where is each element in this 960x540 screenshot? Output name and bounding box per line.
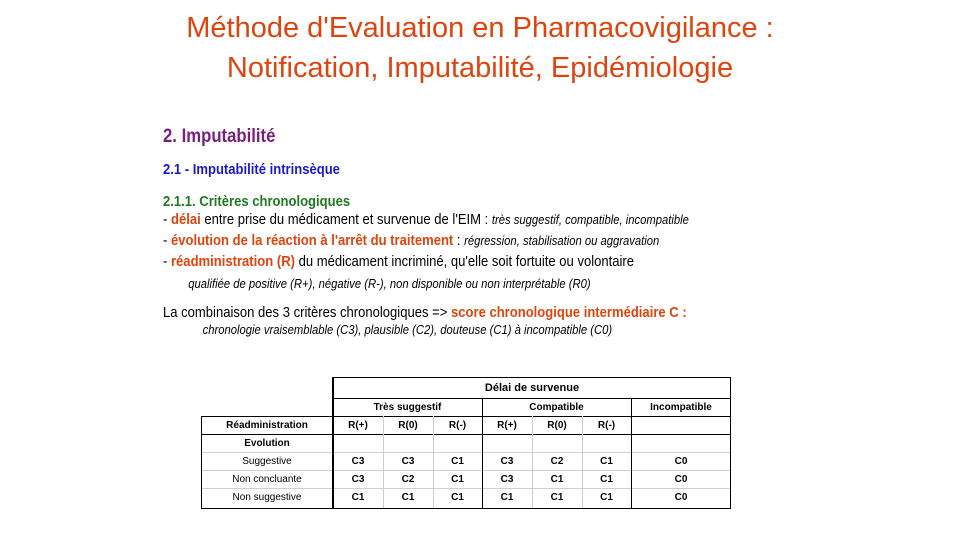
table-label-evolution: Evolution [244, 437, 290, 449]
title-line-2: Notification, Imputabilité, Epidémiologi… [226, 52, 734, 84]
table-cell-score: C3 [500, 455, 514, 467]
table-cell-score: C1 [451, 473, 464, 485]
table-cell-score: C2 [401, 473, 415, 485]
table-row-label: Non suggestive [232, 491, 302, 503]
bullet-delai-key: délai [170, 212, 201, 228]
section-heading: 2. Imputabilité [163, 126, 276, 147]
title-line-1: Méthode d'Evaluation en Pharmacovigilanc… [186, 12, 774, 44]
table-cell-score: C3 [351, 455, 365, 467]
table-cell-score: C3 [500, 473, 514, 485]
chronology-table: Délai de survenue Très suggestif Compati… [201, 377, 731, 509]
bullet-evolution: - évolution de la réaction à l'arrêt du … [163, 233, 660, 249]
table-r-header: R(-) [448, 419, 467, 431]
table-cell-score: C0 [674, 491, 688, 503]
table-cell-score: C1 [451, 491, 464, 503]
table-cell-score: C1 [451, 455, 464, 467]
table-r-header: R(-) [597, 419, 616, 431]
table-cell-score: C0 [674, 455, 688, 467]
table-group-compatible: Compatible [529, 401, 584, 413]
table-r-header: R(0) [547, 419, 567, 431]
table-cell-score: C1 [600, 473, 613, 485]
subsubsection-heading: 2.1.1. Critères chronologiques [163, 194, 351, 210]
bullet-delai: - délai entre prise du médicament et sur… [163, 212, 689, 228]
table-cell-score: C1 [401, 491, 415, 503]
table-label-readministration: Réadministration [226, 419, 308, 431]
table-r-header: R(+) [497, 419, 517, 431]
table-row-label: Suggestive [242, 455, 292, 467]
table-cell-score: C0 [674, 473, 688, 485]
table-header-delai: Délai de survenue [484, 381, 580, 394]
combo-key: score chronologique intermédiaire C : [451, 305, 687, 321]
combo-qualifier: chronologie vraisemblable (C3), plausibl… [202, 323, 613, 337]
bullet-readministration-key: réadministration (R) [170, 254, 295, 270]
subsection-heading: 2.1 - Imputabilité intrinsèque [163, 162, 340, 178]
table-group-tres-suggestif: Très suggestif [373, 401, 442, 413]
table-r-header: R(0) [398, 419, 418, 431]
table-cell-score: C2 [550, 455, 564, 467]
table-cell-score: C1 [500, 491, 514, 503]
table-group-incompatible: Incompatible [650, 401, 712, 413]
bullet-evolution-key: évolution de la réaction à l'arrêt du tr… [170, 233, 454, 249]
table-cell-score: C1 [351, 491, 365, 503]
table-cell-score: C1 [600, 455, 613, 467]
combo-line: La combinaison des 3 critères chronologi… [163, 305, 687, 321]
readministration-qualifier: qualifiée de positive (R+), négative (R-… [188, 277, 591, 291]
table-cell-score: C1 [550, 473, 564, 485]
bullet-readministration: - réadministration (R) du médicament inc… [163, 254, 635, 270]
table-cell-score: C3 [351, 473, 365, 485]
table-row-label: Non concluante [232, 473, 302, 485]
slide-title: Méthode d'Evaluation en Pharmacovigilanc… [0, 8, 960, 88]
table-cell-score: C3 [401, 455, 415, 467]
table-cell-score: C1 [550, 491, 564, 503]
table-cell-score: C1 [600, 491, 613, 503]
slide-content: 2. Imputabilité 2.1 - Imputabilité intri… [163, 126, 923, 337]
table-r-header: R(+) [348, 419, 368, 431]
